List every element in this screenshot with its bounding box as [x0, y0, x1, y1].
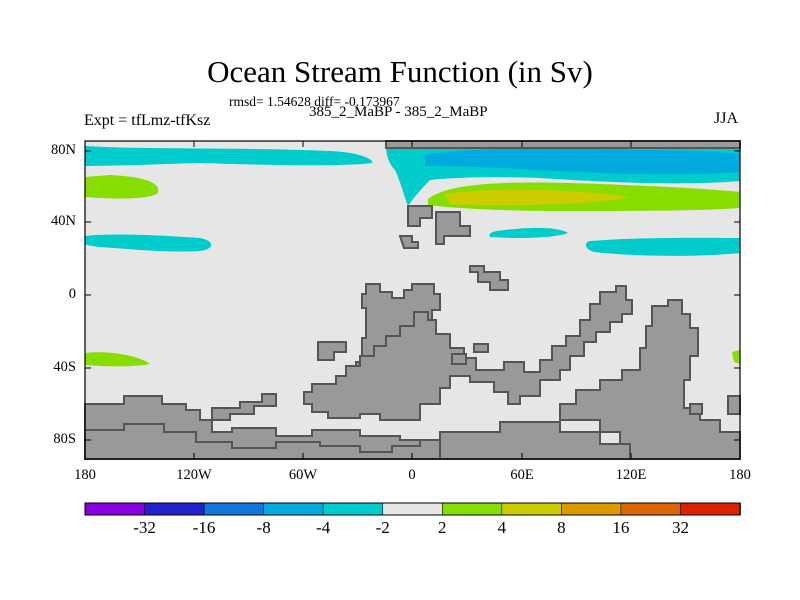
contour-band-neg-mid-right: [489, 227, 568, 238]
land-island-3: [473, 343, 489, 353]
colorbar-tick-label: 8: [557, 518, 566, 537]
colorbar-tick-label: -2: [375, 518, 390, 537]
contour-band-pos-north-inner: [445, 189, 630, 206]
land-island-8: [689, 403, 703, 415]
land-africa-australia: [303, 285, 633, 421]
colorbar-tick-label: -8: [256, 518, 271, 537]
lat-label-80n: 80N: [51, 142, 76, 158]
contour-band-neg-north-inner: [425, 148, 740, 175]
colorbar-swatch: [382, 502, 444, 516]
experiment-label: Expt = tfLmz-tfKsz: [84, 112, 211, 129]
colorbar-tick-label: -4: [316, 518, 331, 537]
colorbar-swatch: [263, 502, 324, 516]
land-island-1: [317, 341, 347, 361]
colorbar-swatch: [322, 502, 384, 516]
colorbar-swatch: [144, 502, 205, 516]
land-island-6: [398, 235, 419, 249]
colorbar-swatch: [84, 502, 146, 516]
land-island-7: [469, 265, 509, 291]
contour-band-neg-mid-left: [85, 234, 212, 252]
colorbar-swatch: [501, 502, 563, 516]
lat-label-40s: 40S: [53, 359, 76, 375]
contour-band-neg-east: [585, 237, 740, 256]
lat-label-40n: 40N: [51, 213, 76, 229]
contour-band-pos-south-right: [732, 350, 740, 364]
lon-label-0: 0: [408, 467, 416, 483]
colorbar-swatch: [441, 502, 503, 516]
colorbar-frame: [84, 502, 741, 516]
land-island-2: [451, 353, 467, 365]
colorbar-swatch: [561, 502, 622, 516]
colorbar-tick-label: 2: [438, 518, 447, 537]
colorbar-swatch: [620, 502, 682, 516]
lon-label-120e: 120E: [615, 467, 647, 483]
lat-label-80s: 80S: [53, 431, 76, 447]
lon-label-60e: 60E: [510, 467, 534, 483]
colorbar-swatch: [680, 502, 741, 516]
season-label: JJA: [714, 110, 739, 127]
colorbar-swatch: [203, 502, 265, 516]
lon-label-180w: 180: [74, 467, 96, 483]
colorbar-tick-label: -32: [133, 518, 156, 537]
land-island-5: [435, 211, 471, 245]
colorbar-tick-label: 32: [671, 518, 689, 537]
lon-label-180e: 180: [729, 467, 751, 483]
stats-label: rmsd= 1.54628 diff= -0.173967: [229, 94, 400, 109]
contour-band-pos-south-left: [85, 352, 150, 367]
figure-title: Ocean Stream Function (in Sv): [207, 54, 593, 89]
colorbar-tick-label: 4: [497, 518, 507, 537]
contour-band-neg-north-left: [85, 146, 373, 166]
colorbar-tick-label: 16: [612, 518, 630, 537]
contour-band-pos-north-left: [85, 175, 159, 199]
period-label: 385_2_MaBP - 385_2_MaBP: [309, 104, 488, 120]
land-south-ridge-left: [211, 393, 277, 421]
lon-label-60w: 60W: [288, 467, 318, 483]
colorbar-tick-label: -16: [192, 518, 216, 537]
land-island-4: [407, 205, 433, 227]
lat-label-0: 0: [68, 286, 76, 302]
land-antarctica-west: [84, 423, 441, 460]
lon-label-120w: 120W: [176, 467, 212, 483]
